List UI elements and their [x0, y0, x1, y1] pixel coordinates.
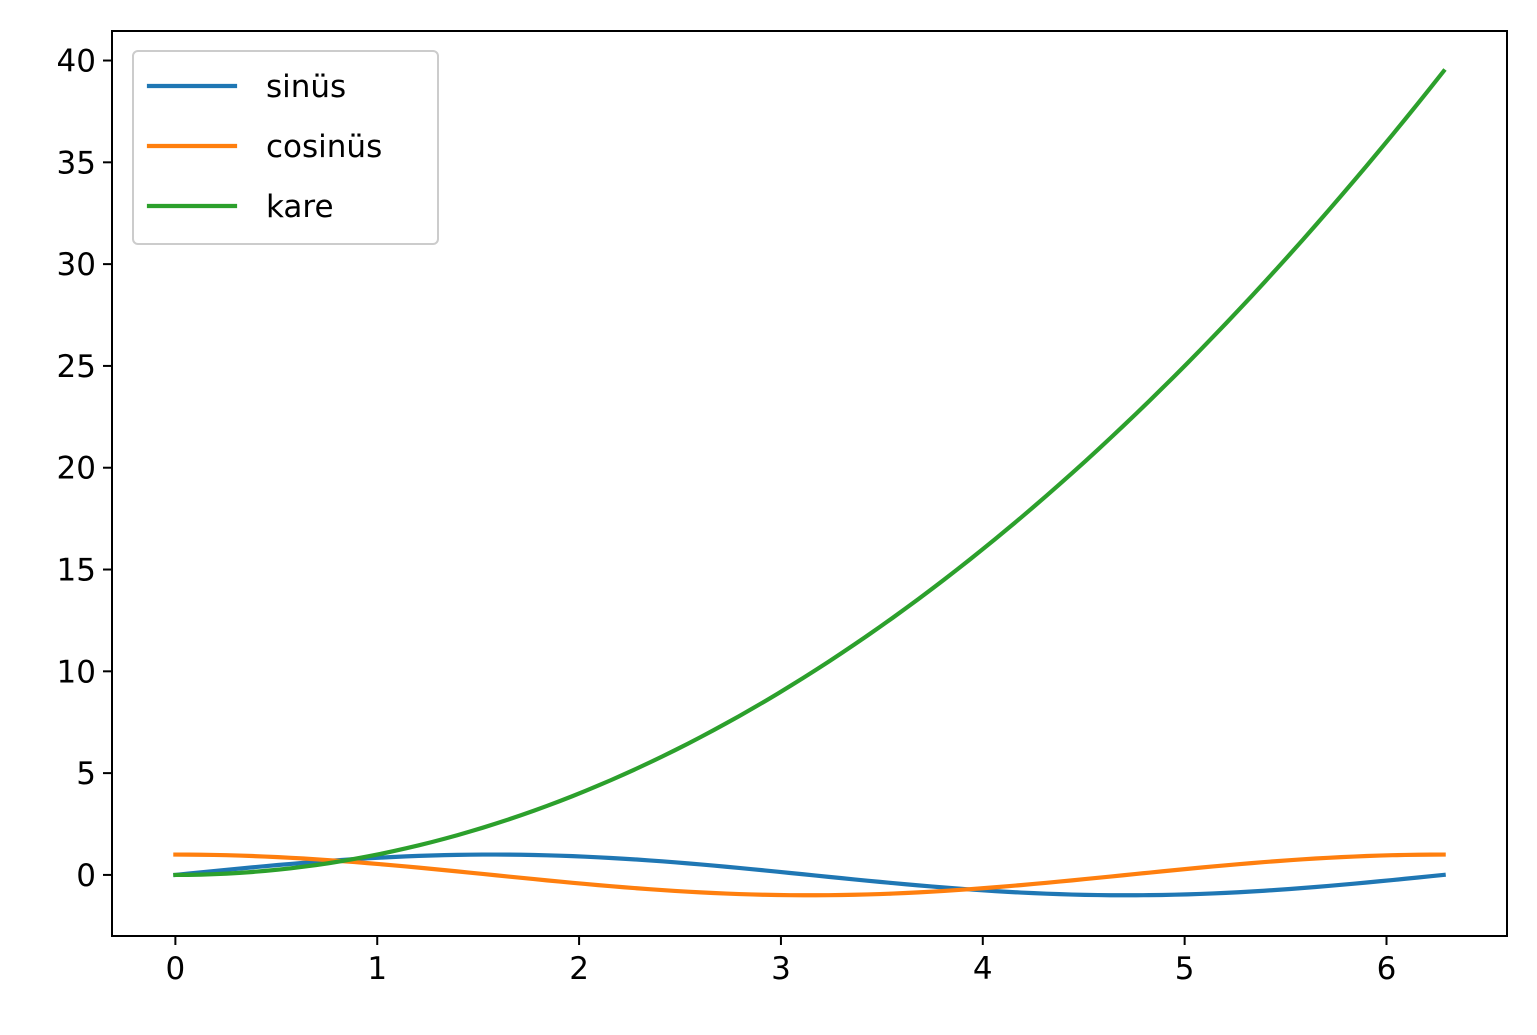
y-tick-label: 25 [57, 349, 96, 385]
y-tick-label: 0 [76, 858, 96, 894]
plot-frame [111, 30, 1508, 937]
y-tick-label: 5 [76, 756, 96, 792]
x-axis: 0 1 2 3 4 5 6 [166, 936, 1397, 987]
legend-box [132, 50, 439, 245]
x-tick-label: 4 [973, 951, 993, 987]
y-tick-label: 30 [57, 247, 96, 283]
x-tick-label: 1 [367, 951, 387, 987]
x-tick-label: 6 [1377, 951, 1397, 987]
y-tick-label: 35 [57, 145, 96, 181]
legend-label: sinüs [266, 69, 346, 105]
legend: sinüs cosinüs kare [132, 50, 439, 245]
legend-label: cosinüs [266, 129, 382, 165]
x-tick-label: 5 [1175, 951, 1195, 987]
y-tick-label: 40 [57, 44, 96, 80]
y-tick-label: 20 [57, 451, 96, 487]
y-tick-label: 15 [57, 553, 96, 589]
series-line-3 [173, 68, 1447, 878]
y-axis: 0 5 10 15 20 25 30 35 40 [57, 44, 112, 894]
series-line-1 [173, 852, 1446, 898]
x-tick-label: 2 [569, 951, 589, 987]
x-tick-label: 0 [166, 951, 186, 987]
y-tick-label: 10 [57, 654, 96, 690]
legend-label: kare [266, 189, 334, 225]
series-line-2 [173, 852, 1446, 898]
series-layer [173, 68, 1447, 898]
x-tick-label: 3 [771, 951, 791, 987]
